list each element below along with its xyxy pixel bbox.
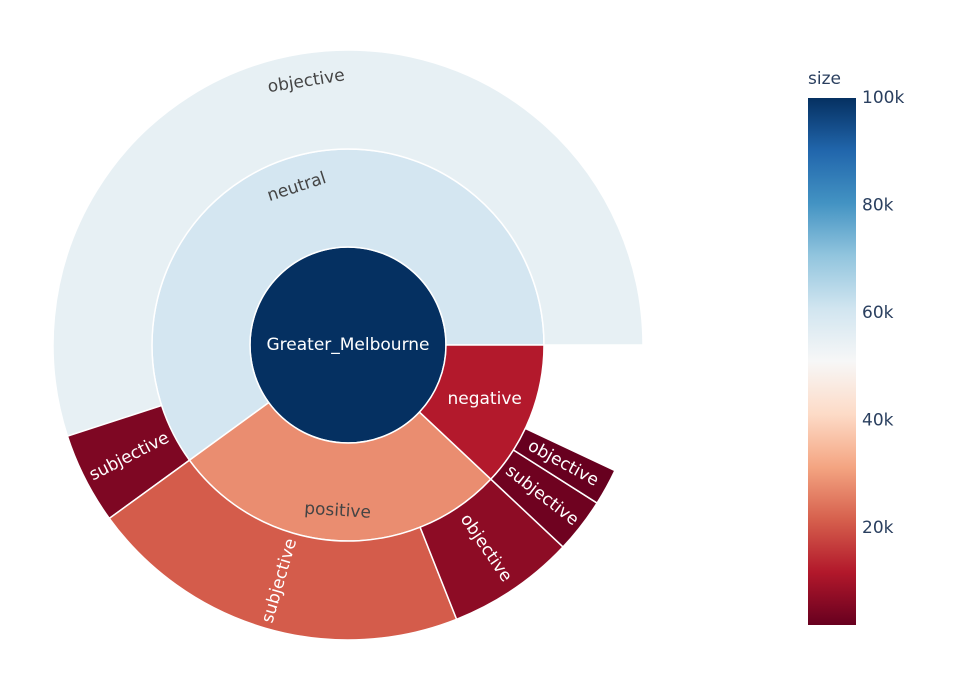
label-positive: positive: [304, 499, 372, 523]
colorbar-tick-label: 40k: [862, 411, 894, 431]
colorbar: size 20k 40k 60k 80k 100k: [808, 69, 904, 625]
segment-negative-subjective[interactable]: [489, 448, 599, 549]
colorbar-tick-label: 80k: [862, 196, 894, 216]
root-label: Greater_Melbourne: [266, 335, 429, 355]
colorbar-gradient: [808, 98, 856, 625]
colorbar-tick-label: 100k: [862, 88, 904, 108]
segment-positive-subjective[interactable]: [108, 459, 458, 641]
segment-negative-objective[interactable]: [512, 427, 616, 505]
label-negative: negative: [447, 389, 521, 409]
colorbar-ticks: 20k 40k 60k 80k 100k: [862, 88, 904, 538]
colorbar-tick-label: 60k: [862, 303, 894, 323]
sunburst-segments: [52, 49, 644, 641]
segment-neutral-subjective[interactable]: [66, 404, 191, 520]
colorbar-tick-label: 20k: [862, 518, 894, 538]
segment-neutral-objective[interactable]: [52, 49, 644, 438]
colorbar-title: size: [808, 69, 841, 89]
